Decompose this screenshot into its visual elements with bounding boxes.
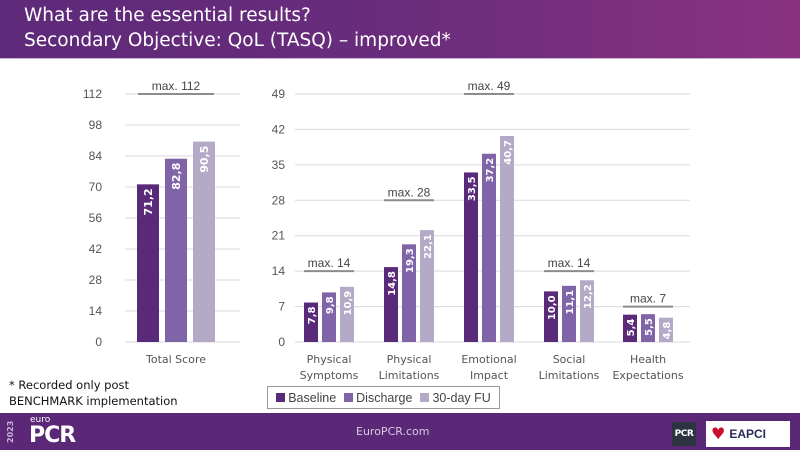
bar-baseline — [304, 302, 318, 342]
x-category-label: Emotional — [461, 353, 516, 366]
eapci-logo: ♥ EAPCI — [706, 421, 790, 447]
data-label: 7,8 — [307, 306, 318, 324]
bar-baseline — [137, 184, 159, 342]
data-label: 37,2 — [485, 158, 496, 183]
footnote-line-2: BENCHMARK implementation — [9, 394, 178, 408]
data-label: 11,1 — [565, 290, 576, 315]
y-tick-label: 98 — [89, 118, 103, 132]
legend-item-30day-fu: 30-day FU — [420, 390, 491, 405]
legend-swatch-30day-fu — [420, 393, 430, 402]
data-label: 90,5 — [198, 146, 211, 173]
data-label: 4,8 — [662, 322, 673, 340]
x-category-label: Limitations — [539, 369, 600, 382]
x-category-label: Health — [630, 353, 666, 366]
y-tick-label: 0 — [278, 335, 285, 349]
data-label: 5,4 — [626, 319, 637, 337]
bar-baseline — [464, 172, 478, 342]
bar-discharge — [641, 314, 655, 342]
bar-30-day-fu — [580, 280, 594, 342]
y-tick-label: 7 — [278, 300, 285, 314]
y-tick-label: 42 — [272, 122, 286, 136]
data-label: 71,2 — [142, 188, 155, 215]
europcr-logo-prefix: euro — [30, 415, 51, 425]
x-category-label: Physical — [387, 353, 432, 366]
bar-discharge — [402, 244, 416, 342]
bar-baseline — [623, 314, 637, 342]
x-category-label: Expectations — [612, 369, 683, 382]
x-category-label: Symptoms — [300, 369, 359, 382]
eapci-logo-text: EAPCI — [729, 427, 767, 441]
data-label: 19,3 — [405, 248, 416, 273]
pcr-badge-logo: PCR — [672, 422, 696, 446]
footnote-line-1: * Recorded only post — [9, 378, 129, 392]
slide-footer: 2023 euro PCR EuroPCR.com PCR ♥ EAPCI — [0, 413, 800, 450]
slide-header: What are the essential results? Secondar… — [0, 0, 800, 59]
x-category-label: Impact — [470, 369, 509, 382]
bar-30-day-fu — [659, 317, 673, 342]
y-tick-label: 112 — [83, 87, 102, 101]
y-tick-label: 56 — [89, 211, 103, 225]
legend-label-baseline: Baseline — [288, 390, 337, 405]
website-link[interactable]: EuroPCR.com — [356, 425, 430, 438]
bar-discharge — [165, 158, 187, 342]
legend-swatch-baseline — [276, 393, 286, 402]
y-tick-label: 35 — [272, 158, 286, 172]
y-tick-label: 42 — [89, 242, 103, 256]
bar-30-day-fu — [193, 141, 215, 342]
heart-icon: ♥ — [711, 424, 726, 443]
data-label: 10,9 — [343, 291, 354, 316]
max-label: max. 7 — [630, 292, 666, 306]
data-label: 40,7 — [503, 140, 514, 165]
legend-item-discharge: Discharge — [344, 391, 412, 405]
europcr-year: 2023 — [6, 420, 15, 444]
max-label: max. 14 — [308, 256, 351, 270]
max-label: max. 28 — [388, 185, 431, 199]
y-tick-label: 0 — [95, 335, 102, 349]
data-label: 82,8 — [170, 163, 183, 190]
footnote: * Recorded only post BENCHMARK implement… — [9, 377, 178, 409]
bar-discharge — [322, 292, 336, 342]
slide-title: What are the essential results? — [24, 5, 311, 26]
bar-30-day-fu — [420, 230, 434, 342]
legend-item-baseline: Baseline — [276, 391, 336, 405]
data-label: 9,8 — [325, 296, 336, 314]
slide-subtitle: Secondary Objective: QoL (TASQ) – improv… — [24, 30, 451, 51]
bar-discharge — [562, 285, 576, 342]
data-label: 5,5 — [644, 318, 655, 336]
chart-legend: Baseline Discharge 30-day FU — [267, 386, 500, 409]
y-tick-label: 84 — [89, 149, 103, 163]
y-tick-label: 28 — [272, 193, 286, 207]
y-tick-label: 21 — [272, 229, 286, 243]
data-label: 12,2 — [583, 284, 594, 309]
y-tick-label: 14 — [89, 304, 103, 318]
max-label: max. 49 — [468, 79, 511, 93]
y-tick-label: 14 — [272, 264, 286, 278]
bar-baseline — [384, 267, 398, 342]
y-tick-label: 70 — [89, 180, 103, 194]
x-category-label: Limitations — [379, 369, 440, 382]
data-label: 14,8 — [387, 271, 398, 296]
x-category-label: Social — [553, 353, 586, 366]
data-label: 22,1 — [423, 234, 434, 259]
europcr-logo: PCR — [29, 423, 76, 448]
x-category-label: Physical — [307, 353, 352, 366]
data-label: 10,0 — [547, 295, 558, 320]
legend-label-discharge: Discharge — [356, 390, 413, 405]
max-label: max. 14 — [548, 256, 591, 270]
bar-30-day-fu — [340, 286, 354, 342]
y-tick-label: 49 — [272, 87, 286, 101]
max-label: max. 112 — [152, 79, 201, 93]
legend-swatch-discharge — [344, 393, 354, 402]
bar-discharge — [482, 153, 496, 342]
legend-label-30day-fu: 30-day FU — [432, 390, 491, 405]
bar-baseline — [544, 291, 558, 342]
x-category-label: Total Score — [145, 353, 206, 366]
bar-30-day-fu — [500, 136, 514, 342]
y-tick-label: 28 — [89, 273, 103, 287]
data-label: 33,5 — [467, 176, 478, 201]
